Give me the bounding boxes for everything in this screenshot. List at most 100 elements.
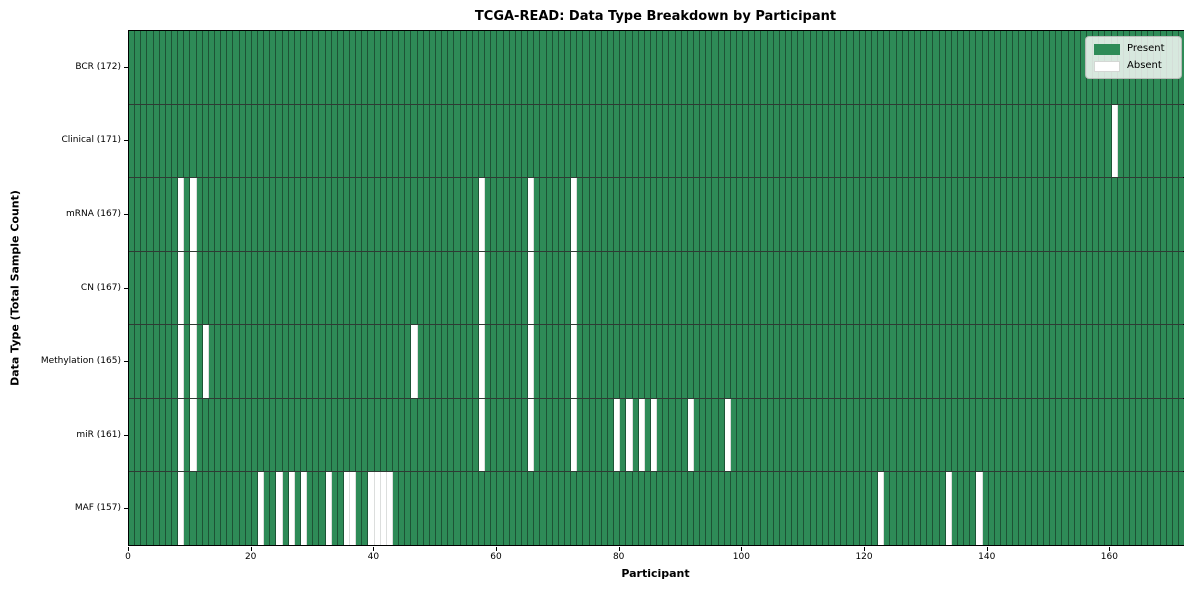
matrix-cell bbox=[650, 325, 658, 398]
matrix-cell bbox=[264, 251, 271, 325]
matrix-cell bbox=[282, 31, 289, 104]
matrix-cell bbox=[466, 398, 473, 472]
matrix-cell bbox=[239, 178, 246, 251]
matrix-cell bbox=[1007, 472, 1014, 546]
matrix-cell bbox=[743, 178, 750, 251]
matrix-cell bbox=[208, 398, 215, 472]
matrix-cell bbox=[159, 178, 166, 251]
matrix-cell bbox=[190, 104, 197, 178]
matrix-cell bbox=[534, 104, 541, 178]
matrix-cell bbox=[601, 472, 608, 546]
matrix-cell bbox=[386, 472, 394, 546]
matrix-cell bbox=[614, 31, 621, 104]
matrix-cell bbox=[288, 104, 295, 178]
matrix-cell bbox=[1086, 251, 1094, 325]
matrix-cell bbox=[896, 104, 903, 178]
matrix-cell bbox=[607, 104, 615, 178]
matrix-cell bbox=[159, 31, 166, 104]
matrix-cell bbox=[546, 472, 553, 546]
matrix-cell bbox=[1105, 251, 1112, 325]
matrix-cell bbox=[485, 325, 492, 398]
matrix-cell bbox=[1007, 178, 1014, 251]
matrix-cell bbox=[178, 31, 185, 104]
matrix-cell bbox=[135, 398, 142, 472]
matrix-cell bbox=[761, 325, 768, 398]
matrix-cell bbox=[859, 104, 866, 178]
matrix-cell bbox=[491, 325, 498, 398]
matrix-cell bbox=[1007, 104, 1014, 178]
matrix-cell bbox=[1050, 472, 1057, 546]
matrix-cell bbox=[614, 472, 621, 546]
matrix-cell bbox=[178, 472, 185, 546]
matrix-cell bbox=[313, 472, 320, 546]
matrix-cell bbox=[1025, 178, 1032, 251]
matrix-cell bbox=[792, 31, 799, 104]
matrix-cell bbox=[460, 472, 467, 546]
chart-title: TCGA-READ: Data Type Breakdown by Partic… bbox=[474, 9, 837, 24]
matrix-cell bbox=[957, 251, 965, 325]
matrix-cell bbox=[190, 31, 197, 104]
matrix-cell bbox=[859, 472, 866, 546]
matrix-cell bbox=[1142, 325, 1149, 398]
x-tick-label: 60 bbox=[490, 552, 502, 562]
matrix-cell bbox=[982, 104, 989, 178]
matrix-row bbox=[129, 104, 1185, 179]
matrix-cell bbox=[994, 178, 1001, 251]
matrix-cell bbox=[976, 104, 983, 178]
matrix-cell bbox=[859, 325, 866, 398]
matrix-cell bbox=[417, 325, 424, 398]
matrix-cell bbox=[632, 472, 639, 546]
matrix-cell bbox=[650, 398, 658, 472]
matrix-cell bbox=[534, 325, 541, 398]
matrix-cell bbox=[208, 31, 215, 104]
matrix-cell bbox=[644, 104, 651, 178]
matrix-cell bbox=[423, 31, 430, 104]
matrix-cell bbox=[822, 398, 830, 472]
matrix-cell bbox=[583, 251, 590, 325]
matrix-cell bbox=[896, 398, 903, 472]
matrix-cell bbox=[718, 104, 725, 178]
x-axis-label: Participant bbox=[621, 567, 690, 580]
matrix-cell bbox=[607, 325, 615, 398]
matrix-cell bbox=[368, 178, 375, 251]
matrix-cell bbox=[700, 251, 707, 325]
matrix-cell bbox=[730, 178, 737, 251]
matrix-cell bbox=[835, 398, 842, 472]
matrix-cell bbox=[1000, 31, 1008, 104]
matrix-cell bbox=[951, 398, 958, 472]
matrix-cell bbox=[171, 325, 179, 398]
matrix-cell bbox=[632, 251, 639, 325]
matrix-cell bbox=[589, 472, 596, 546]
matrix-cell bbox=[970, 325, 977, 398]
matrix-cell bbox=[675, 178, 682, 251]
matrix-cell bbox=[872, 104, 879, 178]
matrix-cell bbox=[564, 251, 572, 325]
matrix-cell bbox=[730, 31, 737, 104]
matrix-cell bbox=[239, 31, 246, 104]
y-tick-mark bbox=[124, 435, 128, 436]
matrix-cell bbox=[1142, 251, 1149, 325]
matrix-cell bbox=[540, 31, 547, 104]
matrix-cell bbox=[1105, 398, 1112, 472]
matrix-cell bbox=[939, 325, 946, 398]
matrix-cell bbox=[178, 398, 185, 472]
matrix-cell bbox=[270, 31, 277, 104]
matrix-cell bbox=[466, 472, 473, 546]
matrix-cell bbox=[288, 398, 295, 472]
matrix-cell bbox=[393, 472, 400, 546]
matrix-cell bbox=[607, 398, 615, 472]
matrix-cell bbox=[1068, 472, 1075, 546]
matrix-cell bbox=[165, 472, 172, 546]
matrix-cell bbox=[872, 472, 879, 546]
matrix-cell bbox=[1062, 472, 1069, 546]
matrix-cell bbox=[239, 251, 246, 325]
matrix-cell bbox=[374, 178, 381, 251]
matrix-cell bbox=[951, 104, 958, 178]
matrix-cell bbox=[1154, 472, 1161, 546]
matrix-cell bbox=[251, 398, 258, 472]
matrix-cell bbox=[964, 178, 971, 251]
matrix-cell bbox=[884, 472, 891, 546]
matrix-cell bbox=[976, 325, 983, 398]
matrix-cell bbox=[141, 178, 148, 251]
matrix-cell bbox=[798, 251, 805, 325]
